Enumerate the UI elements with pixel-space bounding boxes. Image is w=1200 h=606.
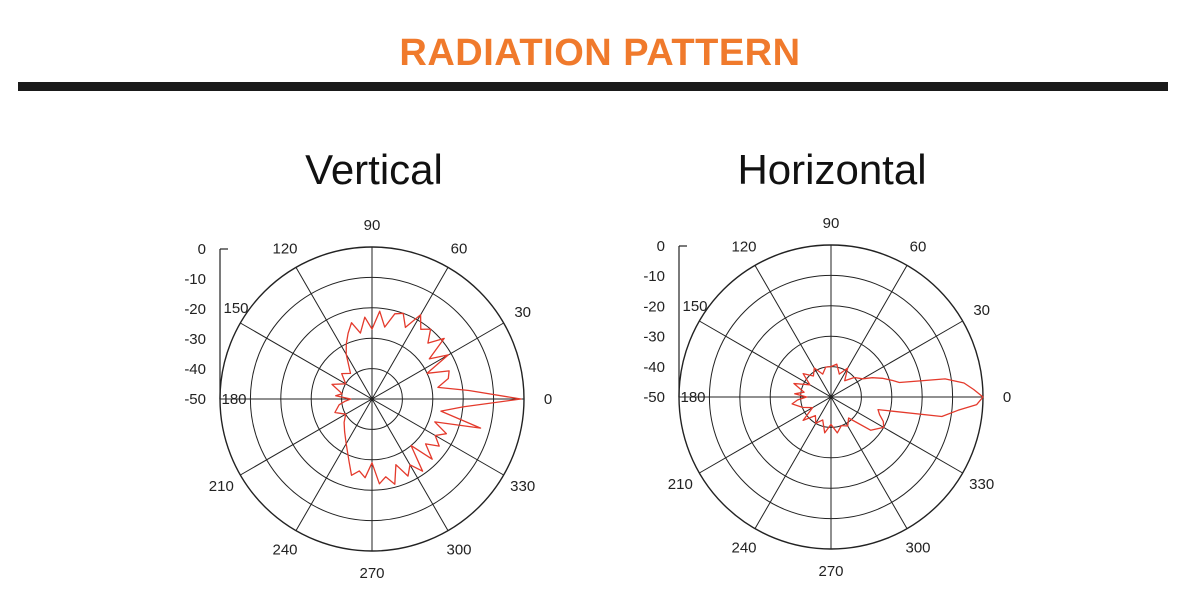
radial-tick-label: -20 (184, 301, 206, 318)
angle-tick-label: 210 (209, 478, 234, 495)
radial-tick-label: -40 (184, 361, 206, 378)
angle-tick-label: 180 (221, 391, 246, 408)
radial-tick-label: -50 (643, 389, 665, 406)
radial-tick-label: 0 (657, 238, 665, 255)
angle-tick-label: 60 (451, 240, 468, 257)
angle-tick-label: 120 (731, 238, 756, 255)
angle-tick-label: 180 (680, 389, 705, 406)
angle-tick-label: 90 (823, 215, 840, 232)
angle-tick-label: 90 (364, 217, 381, 234)
horizontal-chart-title: Horizontal (737, 146, 927, 193)
page-title: RADIATION PATTERN (399, 32, 801, 74)
vertical-polar-chart: 90603003303002702402101801501200-10-20-3… (184, 217, 552, 582)
angle-tick-label: 150 (682, 298, 707, 315)
grid-spoke (240, 322, 504, 476)
angle-tick-label: 120 (272, 240, 297, 257)
angle-tick-label: 240 (731, 540, 756, 557)
angle-tick-label: 0 (1003, 389, 1011, 406)
angle-tick-label: 30 (514, 304, 531, 321)
horizontal-polar-chart: 90603003303002702402101801501200-10-20-3… (643, 215, 1011, 580)
radial-tick-label: -50 (184, 391, 206, 408)
radial-tick-label: -30 (643, 329, 665, 346)
title-divider (18, 82, 1168, 91)
radial-tick-label: -10 (643, 268, 665, 285)
radial-tick-label: -10 (184, 271, 206, 288)
radial-tick-label: -30 (184, 331, 206, 348)
angle-tick-label: 0 (544, 391, 552, 408)
angle-tick-label: 330 (510, 478, 535, 495)
grid-spoke (699, 320, 963, 474)
angle-tick-label: 270 (359, 565, 384, 582)
angle-tick-label: 270 (818, 563, 843, 580)
angle-tick-label: 300 (446, 542, 471, 559)
angle-tick-label: 240 (272, 542, 297, 559)
angle-tick-label: 300 (905, 540, 930, 557)
angle-tick-label: 330 (969, 476, 994, 493)
angle-tick-label: 60 (910, 238, 927, 255)
radial-tick-label: -40 (643, 359, 665, 376)
vertical-chart-title: Vertical (305, 146, 443, 193)
angle-tick-label: 150 (223, 300, 248, 317)
radial-tick-label: 0 (198, 241, 206, 258)
pattern-trace (791, 363, 984, 434)
angle-tick-label: 210 (668, 476, 693, 493)
radial-tick-label: -20 (643, 298, 665, 315)
pattern-trace (331, 310, 522, 485)
angle-tick-label: 30 (973, 302, 990, 319)
